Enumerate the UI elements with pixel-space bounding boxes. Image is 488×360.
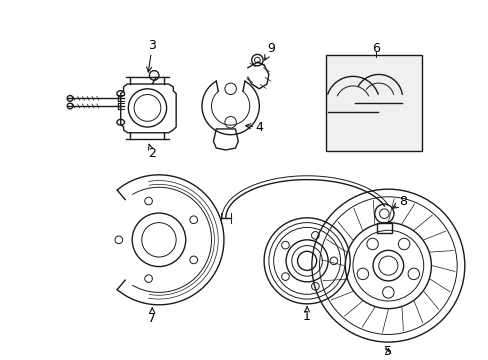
Text: 1: 1 [303,307,310,323]
Text: 6: 6 [371,42,379,55]
Bar [376,223,391,233]
Text: 3: 3 [146,39,156,72]
Bar [325,55,421,151]
Text: 5: 5 [384,345,391,358]
Text: 4: 4 [245,121,263,134]
Text: 2: 2 [148,144,156,160]
Text: 8: 8 [392,195,406,208]
Text: 9: 9 [264,42,274,60]
Text: 7: 7 [148,308,156,325]
